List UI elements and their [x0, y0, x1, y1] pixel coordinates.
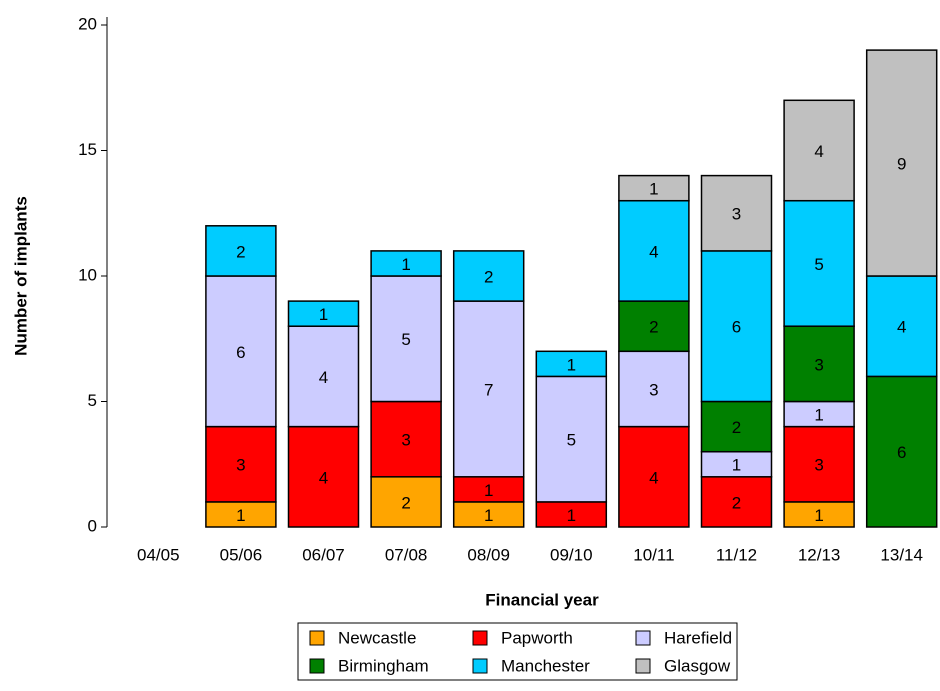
data-label: 6 [732, 318, 741, 337]
x-tick-label: 07/08 [385, 545, 428, 564]
bar-segment [452, 501, 525, 528]
legend-label: Newcastle [338, 628, 416, 647]
bar-segment [205, 425, 277, 503]
data-label: 1 [814, 406, 823, 425]
data-label: 4 [814, 142, 823, 161]
data-label: 2 [732, 493, 741, 512]
bar-segment [618, 300, 690, 353]
bar-segment [618, 174, 690, 202]
data-label: 1 [814, 506, 823, 525]
data-label: 3 [401, 431, 410, 450]
bar-segment [452, 250, 525, 302]
data-label: 3 [814, 456, 823, 475]
data-label: 2 [732, 418, 741, 437]
bar-segment [783, 425, 855, 503]
data-label: 4 [319, 368, 328, 387]
data-label: 1 [567, 355, 576, 374]
bar-segment [618, 350, 690, 428]
bar-segment [783, 400, 855, 428]
x-tick-label: 12/13 [798, 545, 841, 564]
x-tick-label: 13/14 [880, 545, 923, 564]
data-label: 5 [814, 255, 823, 274]
data-label: 3 [236, 456, 245, 475]
data-label: 1 [484, 481, 493, 500]
data-label: 2 [649, 318, 658, 337]
bar-segment [700, 174, 773, 252]
x-tick-label: 10/11 [633, 545, 674, 564]
bar-segment [700, 476, 773, 528]
data-label: 6 [897, 443, 906, 462]
bar-segment [205, 225, 277, 277]
bar-segment [452, 476, 525, 503]
x-tick-label: 05/06 [220, 545, 263, 564]
bar-segment [452, 300, 525, 478]
bar-segment [783, 501, 855, 528]
y-tick-label: 15 [78, 140, 97, 159]
bar-segment [535, 350, 608, 378]
data-label: 1 [236, 506, 245, 525]
bar-segment [783, 199, 855, 327]
legend-swatch [472, 658, 488, 674]
bar-segment [700, 250, 773, 403]
bar-segment [370, 275, 442, 403]
bar-segment [287, 325, 360, 428]
data-label: 6 [236, 343, 245, 362]
y-tick-label: 10 [78, 265, 97, 284]
bar-segment [287, 300, 360, 327]
bar-segment [865, 275, 938, 378]
data-label: 3 [649, 380, 658, 399]
x-tick-label: 08/09 [467, 545, 510, 564]
x-tick-label: 11/12 [716, 545, 757, 564]
bar-segment [370, 400, 442, 478]
data-label: 5 [401, 330, 410, 349]
legend-swatch [309, 630, 325, 646]
data-label: 4 [319, 468, 328, 487]
legend-label: Glasgow [664, 656, 731, 675]
legend-box [297, 622, 738, 681]
legend-swatch [472, 630, 488, 646]
x-tick-label: 06/07 [302, 545, 345, 564]
bar-segment [618, 199, 690, 302]
bar-segment [865, 49, 938, 277]
legend-label: Harefield [664, 628, 732, 647]
x-tick-label: 09/10 [550, 545, 593, 564]
legend-label: Birmingham [338, 656, 429, 675]
bar-segment [700, 450, 773, 478]
data-label: 5 [567, 431, 576, 450]
legend-label: Papworth [501, 628, 573, 647]
data-label: 7 [484, 380, 493, 399]
data-label: 4 [649, 242, 658, 261]
data-label: 1 [484, 506, 493, 525]
data-label: 4 [897, 318, 906, 337]
data-label: 4 [649, 468, 658, 487]
data-label: 1 [732, 456, 741, 475]
x-axis-title: Financial year [485, 590, 599, 609]
bar-segment [783, 99, 855, 202]
bar-segment [618, 425, 690, 528]
data-label: 3 [732, 205, 741, 224]
data-label: 2 [484, 267, 493, 286]
y-tick-label: 5 [88, 391, 97, 410]
bar-segment [205, 501, 277, 528]
data-label: 1 [649, 180, 658, 199]
legend-swatch [635, 630, 651, 646]
bar-segment [287, 425, 360, 528]
data-label: 1 [319, 305, 328, 324]
y-tick-label: 0 [88, 516, 97, 535]
data-label: 3 [814, 355, 823, 374]
data-label: 9 [897, 155, 906, 174]
legend-label: Manchester [501, 656, 590, 675]
x-tick-label: 04/05 [137, 545, 180, 564]
legend-swatch [309, 658, 325, 674]
data-label: 1 [401, 255, 410, 274]
data-label: 1 [567, 506, 576, 525]
legend-swatch [635, 658, 651, 674]
y-tick-label: 20 [78, 14, 97, 33]
bar-segment [370, 250, 442, 277]
y-axis-title: Number of implants [11, 196, 30, 356]
data-label: 2 [401, 493, 410, 512]
data-label: 2 [236, 242, 245, 261]
